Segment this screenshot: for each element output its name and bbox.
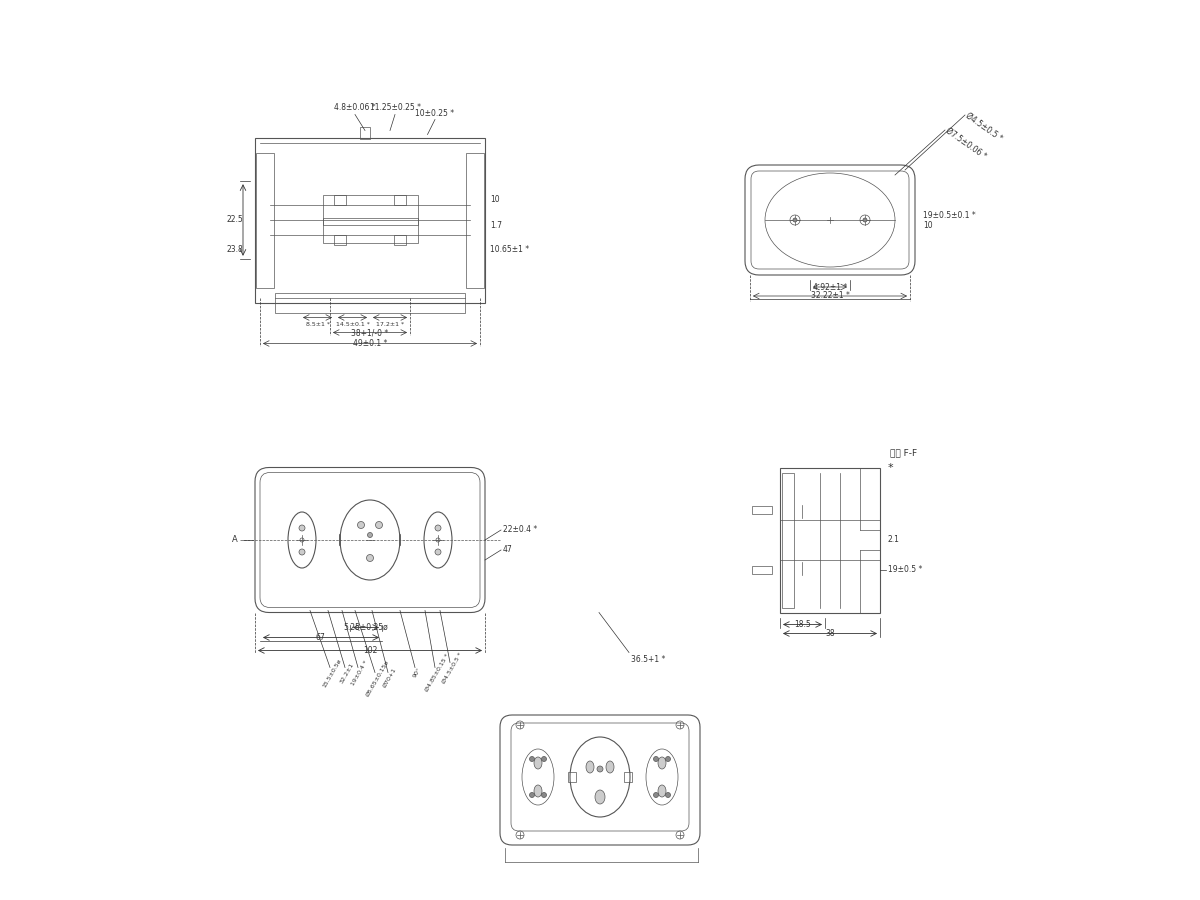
Ellipse shape (666, 757, 671, 761)
Ellipse shape (541, 793, 546, 797)
Bar (323, 195, 418, 225)
Text: 32.2±1: 32.2±1 (340, 662, 355, 684)
Bar (394, 235, 406, 245)
Ellipse shape (529, 757, 534, 761)
Text: 19±0.5 *: 19±0.5 * (888, 565, 923, 574)
Text: 15.5±0.5ø: 15.5±0.5ø (322, 657, 342, 688)
Bar (752, 566, 772, 574)
Text: 10: 10 (490, 195, 499, 204)
Ellipse shape (529, 793, 534, 797)
Text: Ø4.85±0.15 *: Ø4.85±0.15 * (425, 653, 450, 692)
Bar (752, 506, 772, 514)
Text: *: * (888, 463, 894, 473)
Bar (624, 772, 632, 782)
Ellipse shape (586, 761, 594, 773)
Bar (334, 195, 346, 205)
Bar (323, 218, 418, 242)
Text: 5.25±0.25ø: 5.25±0.25ø (343, 623, 389, 632)
Circle shape (299, 549, 305, 555)
Text: Ø4.5±0.5 *: Ø4.5±0.5 * (965, 112, 1004, 143)
Bar (256, 152, 274, 287)
Circle shape (366, 554, 373, 562)
Circle shape (358, 521, 365, 528)
Text: 23.8: 23.8 (227, 246, 244, 255)
Ellipse shape (534, 785, 542, 797)
Text: 8.5±1 *: 8.5±1 * (306, 322, 330, 328)
Bar (275, 292, 466, 312)
Text: 4.92±1 *: 4.92±1 * (812, 283, 847, 292)
Text: 11.25±0.25 *: 11.25±0.25 * (370, 104, 420, 112)
Text: 38+1/-0 *: 38+1/-0 * (352, 328, 389, 337)
Text: 18.5: 18.5 (794, 620, 811, 629)
Bar (360, 127, 370, 139)
Text: 38: 38 (826, 629, 835, 638)
Circle shape (376, 521, 383, 528)
Ellipse shape (658, 757, 666, 769)
Bar (256, 138, 485, 302)
Text: 2.1: 2.1 (888, 536, 900, 544)
Circle shape (793, 218, 797, 222)
Ellipse shape (666, 793, 671, 797)
Text: 19±0.5±0.1 *: 19±0.5±0.1 * (923, 211, 976, 220)
Bar (568, 772, 576, 782)
Ellipse shape (654, 793, 659, 797)
Circle shape (367, 533, 372, 537)
Text: 22±0.4 *: 22±0.4 * (503, 526, 538, 535)
Text: 10±0.25 *: 10±0.25 * (415, 109, 455, 118)
Text: Ø70+1: Ø70+1 (383, 667, 398, 688)
Ellipse shape (606, 761, 614, 773)
Ellipse shape (595, 790, 605, 804)
Text: Ø5.65±0.15ø: Ø5.65±0.15ø (365, 659, 390, 697)
Text: 17.2±1 *: 17.2±1 * (376, 322, 404, 328)
Text: Ø4.5±0.5 *: Ø4.5±0.5 * (442, 652, 463, 684)
Text: 102: 102 (362, 646, 377, 655)
Bar (780, 467, 880, 613)
Text: A: A (232, 536, 238, 544)
Text: 剖图 F-F: 剖图 F-F (890, 448, 917, 457)
Circle shape (598, 766, 604, 772)
Bar (334, 235, 346, 245)
Text: 49±0.1 *: 49±0.1 * (353, 339, 388, 348)
Text: Ø7.5±0.06 *: Ø7.5±0.06 * (944, 126, 989, 161)
Text: 1.7: 1.7 (490, 220, 502, 230)
Ellipse shape (534, 757, 542, 769)
Ellipse shape (654, 757, 659, 761)
Circle shape (299, 525, 305, 531)
Text: 67: 67 (316, 633, 325, 642)
Bar (394, 195, 406, 205)
Text: 14.5±0.1 *: 14.5±0.1 * (336, 322, 370, 328)
Text: 19±0.4 *: 19±0.4 * (350, 660, 370, 686)
Text: 47: 47 (503, 545, 512, 554)
Ellipse shape (541, 757, 546, 761)
Circle shape (863, 218, 866, 222)
Bar (782, 472, 794, 608)
Circle shape (436, 525, 442, 531)
Text: 4.8±0.06 *: 4.8±0.06 * (334, 104, 376, 112)
Circle shape (436, 549, 442, 555)
Text: 32.22±1 *: 32.22±1 * (810, 292, 850, 301)
Ellipse shape (658, 785, 666, 797)
Text: 10: 10 (923, 220, 932, 230)
Text: 10.65±1 *: 10.65±1 * (490, 246, 529, 255)
Text: 36.5+1 *: 36.5+1 * (631, 654, 665, 663)
Text: 90°: 90° (413, 667, 422, 679)
Bar (466, 152, 484, 287)
Text: 22.5: 22.5 (227, 215, 244, 224)
